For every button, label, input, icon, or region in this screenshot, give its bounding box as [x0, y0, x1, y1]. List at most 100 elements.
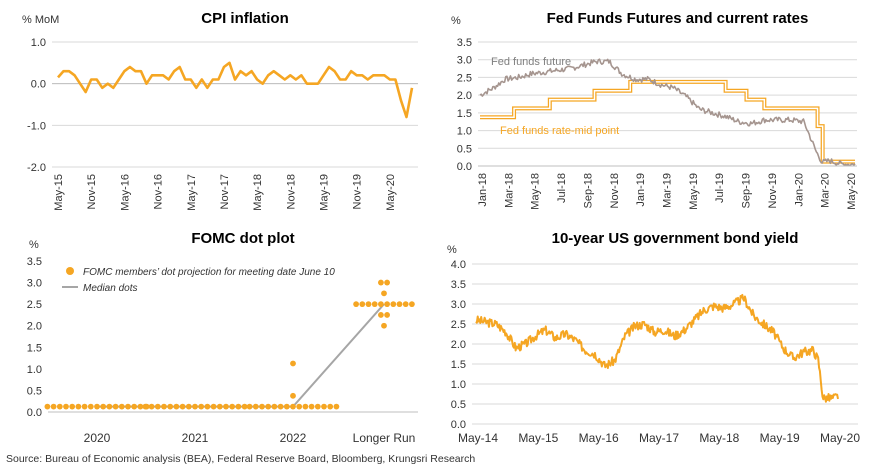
cpi-chart: CPI inflation % MoM 1.0 0.0 -1.0 -2.0 May-15 No…: [22, 10, 418, 211]
fomc-dot: [384, 312, 390, 318]
fomc-dot: [378, 312, 384, 318]
x-tick-label: Sep-18: [582, 173, 594, 208]
fomc-dot: [161, 403, 167, 410]
fomc-dot: [308, 403, 315, 410]
y-tick-label: 0.0: [31, 79, 46, 91]
y-tick-label: 1.0: [451, 379, 466, 391]
bond-yield-chart-panel: 10-year US government bond yield% 4.0 3.5 3…: [440, 228, 870, 452]
x-tick-label: Mar-20: [820, 173, 832, 208]
legend-median-label: Median dots: [83, 283, 137, 294]
y-tick-label: 2.5: [27, 299, 42, 311]
futures-annotation: Fed funds future: [491, 56, 571, 68]
fomc-dot: [185, 403, 192, 410]
fomc-dot: [198, 403, 205, 410]
x-tick-label: Jan-18: [477, 173, 489, 207]
fomc-dot: [359, 301, 366, 308]
fomc-dot: [384, 279, 390, 286]
y-tick-label: 0.5: [451, 399, 466, 411]
fomc-dot: [137, 403, 144, 410]
y-tick-label: 2.0: [457, 90, 472, 102]
fomc-dot: [321, 403, 327, 410]
fomc-dot: [371, 301, 378, 308]
fomc-dot: [81, 403, 88, 410]
x-tick-label: May-17: [186, 174, 198, 211]
bond-series-line: [475, 293, 839, 403]
fed-funds-chart: Fed Funds Futures and current rates% 3.5 3…: [451, 10, 858, 210]
y-tick-label: 1.0: [27, 364, 42, 376]
fomc-dot: [283, 403, 290, 410]
fomc-dot: [271, 403, 278, 410]
fomc-dot: [235, 403, 242, 410]
fomc-dot: [409, 301, 415, 308]
category-label: 2022: [280, 431, 307, 445]
rate-series-line-inner: [480, 81, 855, 163]
y-tick-label: 0.0: [451, 419, 466, 431]
fomc-dot: [402, 301, 409, 308]
bond-yield-chart: 10-year US government bond yield% 4.0 3.5 3…: [447, 230, 860, 445]
fomc-dot: [290, 392, 296, 399]
y-tick-label: 2.5: [451, 319, 466, 331]
y-tick-label: 3.5: [451, 279, 466, 291]
x-tick-label: Jan-20: [793, 173, 805, 207]
y-tick-label: 1.0: [31, 37, 46, 49]
x-tick-label: Mar-19: [662, 173, 674, 208]
category-label: 2020: [84, 431, 111, 445]
fomc-dot: [378, 301, 384, 308]
fomc-dot: [384, 301, 390, 308]
fomc-dot: [259, 403, 265, 410]
x-tick-label: Sep-19: [741, 173, 753, 208]
y-tick-label: 2.0: [451, 339, 466, 351]
y-tick-label: -2.0: [27, 162, 46, 174]
fomc-dot: [94, 403, 100, 410]
y-tick-label: 3.5: [457, 37, 472, 49]
x-tick-label: Nov-17: [219, 174, 231, 209]
x-tick-label: May-15: [518, 431, 558, 445]
x-tick-label: May-19: [688, 173, 700, 210]
median-line: [97, 303, 385, 408]
fomc-dot: [100, 403, 107, 410]
fomc-dot: [327, 403, 334, 410]
y-tick-label: 1.5: [451, 359, 466, 371]
x-tick-label: Nov-18: [609, 173, 621, 208]
category-label: Longer Run: [353, 431, 416, 445]
source-note: Source: Bureau of Economic analysis (BEA…: [6, 453, 476, 465]
fomc-dot: [241, 403, 248, 410]
rate-annotation: Fed funds rate-mid point: [500, 125, 619, 137]
fomc-dot: [75, 403, 82, 410]
fomc-dot: [302, 403, 309, 410]
futures-series-line: [479, 58, 856, 167]
y-axis-unit-label: % MoM: [22, 14, 59, 26]
x-tick-label: May-17: [639, 431, 679, 445]
fomc-dot: [192, 403, 198, 410]
fomc-dot: [277, 403, 284, 410]
fomc-dot: [179, 403, 186, 410]
y-tick-label: 0.5: [27, 385, 42, 397]
x-tick-label: Jan-19: [635, 173, 647, 207]
fomc-dot: [378, 279, 384, 286]
fomc-dot: [333, 403, 340, 410]
fomc-dot: [290, 360, 296, 367]
y-tick-label: 1.0: [457, 126, 472, 138]
x-tick-label: May-16: [579, 431, 619, 445]
x-tick-label: Mar-18: [503, 173, 515, 208]
x-tick-label: Nov-15: [86, 174, 98, 209]
fomc-dot: [381, 290, 387, 297]
fomc-dot: [296, 403, 303, 410]
x-tick-label: May-15: [53, 174, 65, 211]
fomc-dot: [44, 403, 51, 410]
y-tick-label: -1.0: [27, 120, 46, 132]
fed-funds-chart-panel: Fed Funds Futures and current rates% 3.5 3…: [440, 0, 870, 228]
x-tick-label: May-18: [530, 173, 542, 210]
fomc-dot: [87, 403, 94, 410]
fomc-dot: [50, 403, 57, 410]
fomc-dot: [173, 403, 180, 410]
y-tick-label: 3.0: [27, 278, 42, 290]
fomc-dot: [118, 403, 125, 410]
x-tick-label: Nov-16: [153, 174, 165, 209]
fomc-dot: [365, 301, 372, 308]
fomc-dot: [223, 403, 229, 410]
x-tick-label: May-20: [846, 173, 858, 210]
x-tick-label: May-19: [760, 431, 800, 445]
fomc-dot: [265, 403, 272, 410]
fomc-dot: [246, 403, 253, 410]
